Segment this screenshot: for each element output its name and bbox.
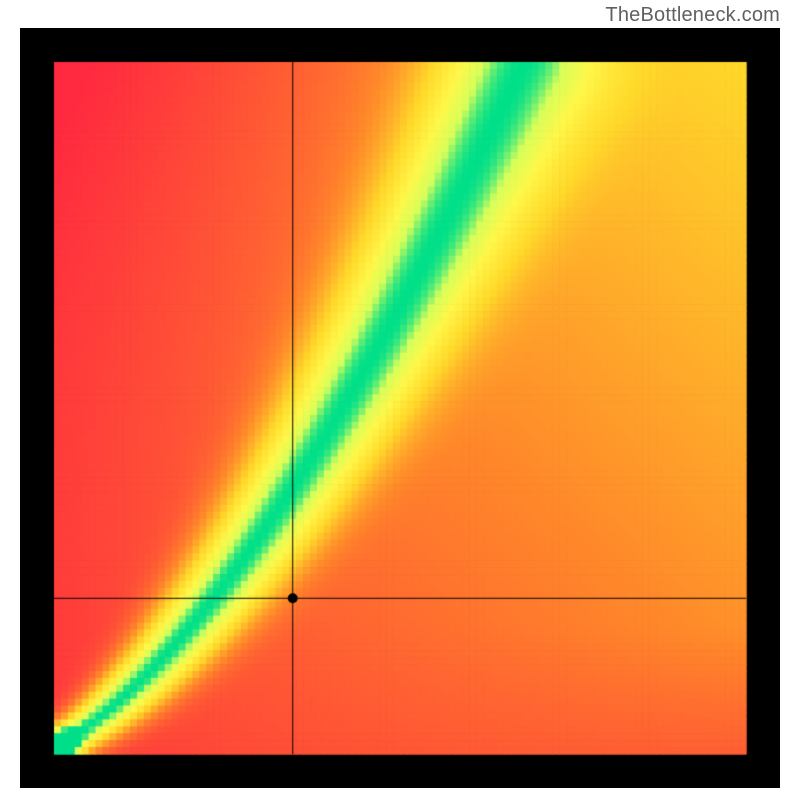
- bottleneck-heatmap: [20, 28, 780, 788]
- source-caption: TheBottleneck.com: [605, 4, 780, 27]
